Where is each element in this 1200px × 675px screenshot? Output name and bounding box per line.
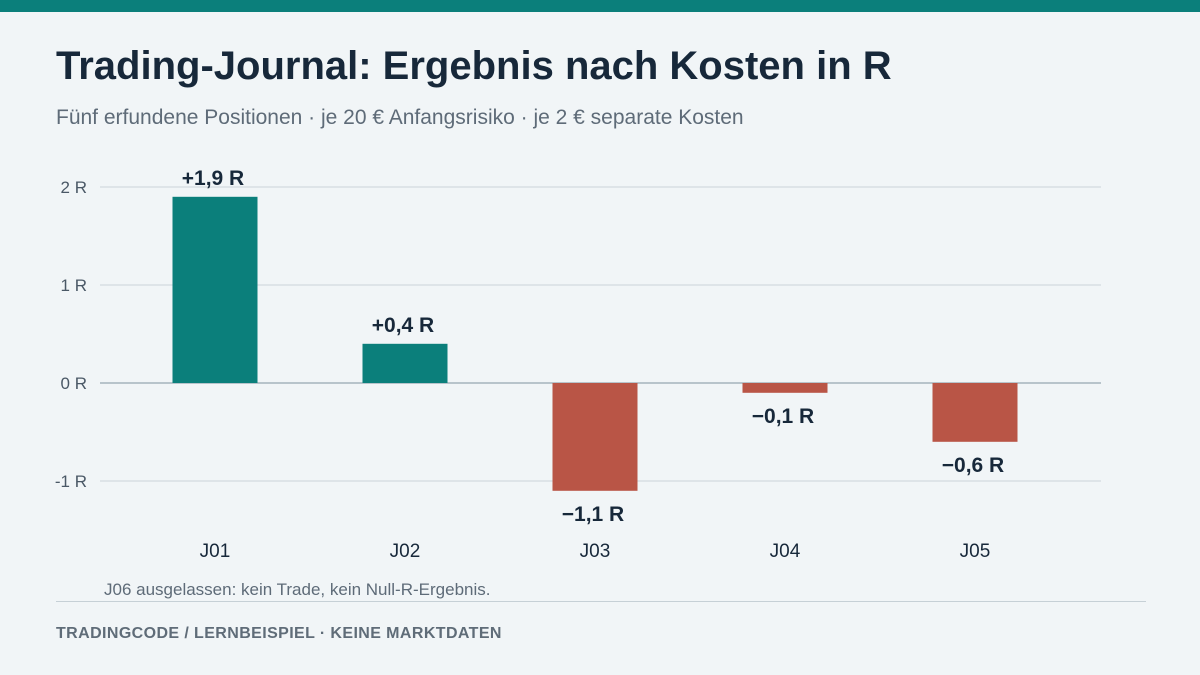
y-tick-label: -1 R (55, 472, 87, 491)
chart-footnote: J06 ausgelassen: kein Trade, kein Null-R… (104, 580, 491, 599)
y-tick-label: 2 R (61, 178, 87, 197)
bar-j05 (932, 383, 1018, 442)
y-tick-label: 0 R (61, 374, 87, 393)
accent-top-bar (0, 0, 1200, 12)
x-category-label: J03 (580, 541, 611, 562)
bar-j02 (362, 343, 448, 383)
x-category-label: J05 (960, 541, 991, 562)
bar-j01 (172, 196, 258, 383)
data-label: −0,1 R (752, 405, 814, 428)
data-label: −1,1 R (562, 503, 624, 526)
bar-j03 (552, 383, 638, 491)
bar-j04 (742, 383, 828, 393)
footer-credit: TRADINGCODE / LERNBEISPIEL · KEINE MARKT… (56, 625, 502, 642)
x-category-label: J02 (390, 541, 421, 562)
x-category-label: J01 (200, 541, 231, 562)
page-title: Trading-Journal: Ergebnis nach Kosten in… (56, 44, 892, 88)
bar-chart: 2 R 1 R 0 R -1 R +1,9 R J01 +0,4 R J02 −1,1 R J03… (55, 167, 1101, 562)
data-label: +1,9 R (182, 167, 244, 190)
y-tick-label: 1 R (61, 276, 87, 295)
page-subtitle: Fünf erfundene Positionen · je 20 € Anfa… (56, 106, 744, 129)
data-label: −0,6 R (942, 454, 1004, 477)
x-category-label: J04 (770, 541, 801, 562)
footer-divider (56, 601, 1146, 602)
data-label: +0,4 R (372, 314, 434, 337)
